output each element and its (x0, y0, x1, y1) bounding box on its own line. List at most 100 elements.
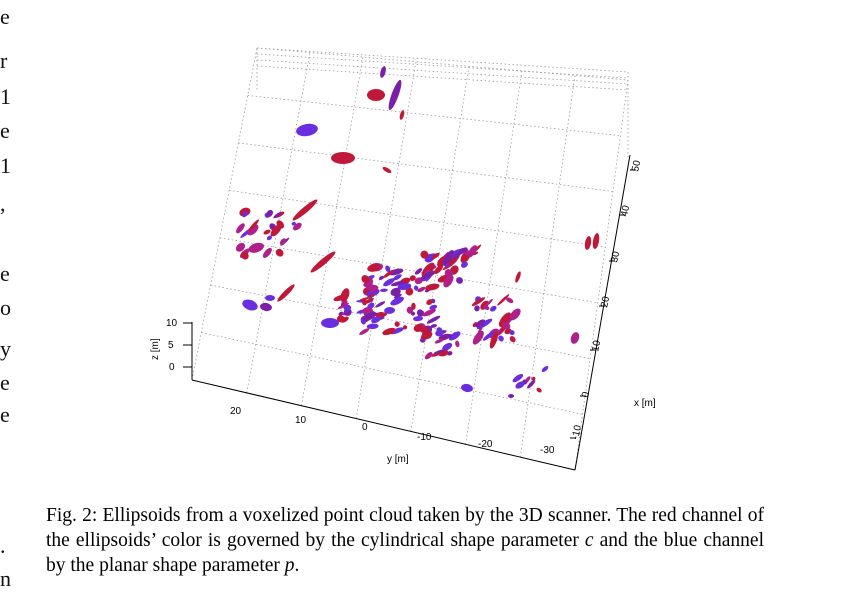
ellipsoid (413, 316, 424, 322)
ellipsoid (570, 332, 580, 344)
margin-fragment: e (0, 118, 10, 143)
grid-line (229, 189, 606, 248)
ellipsoid (498, 335, 504, 342)
grid-line (256, 47, 629, 81)
ellipsoid (424, 352, 433, 360)
ellipsoid (273, 212, 282, 219)
ellipsoid (413, 285, 419, 291)
margin-fragment: . (0, 533, 6, 558)
ellipsoid (490, 305, 497, 312)
ellipsoid (416, 309, 424, 317)
ellipsoid (310, 251, 336, 273)
grid-line (574, 79, 629, 471)
ellipsoid (240, 251, 249, 260)
ellipsoid (367, 263, 380, 272)
caption-text-1: Fig. 2: Ellipsoids from a voxelized poin… (46, 505, 764, 551)
y-tick-label: 0 (362, 422, 368, 433)
ellipsoid (260, 302, 272, 312)
ellipsoid (379, 288, 388, 292)
ellipsoid (498, 312, 512, 327)
ellipsoid (378, 275, 385, 281)
ellipsoid (443, 274, 454, 288)
z-axis-label: z [m] (150, 338, 161, 360)
caption-var-p: p (284, 555, 295, 576)
margin-fragment: e (0, 370, 10, 395)
grid-line (201, 332, 583, 415)
y-tick-label: -20 (478, 439, 493, 450)
ellipsoid (242, 299, 258, 311)
margin-fragment: y (0, 336, 11, 361)
ellipsoid (296, 123, 318, 137)
ellipsoid (426, 299, 433, 306)
ellipsoid (383, 278, 395, 287)
ellipsoid (399, 110, 405, 120)
plot-axes (183, 154, 636, 471)
ellipsoid (248, 242, 264, 253)
ellipsoid (247, 224, 259, 236)
ellipsoid (456, 277, 463, 284)
x-tick-label: 10 (590, 339, 603, 353)
margin-fragment: r (0, 48, 8, 73)
ellipsoid (434, 264, 443, 275)
ellipsoid (414, 277, 423, 285)
ellipsoid (409, 275, 416, 282)
ellipsoid (536, 387, 542, 393)
x-tick-label: 30 (609, 250, 622, 264)
grid-line (301, 57, 364, 406)
ellipsoid (390, 287, 401, 296)
ellipsoid (477, 326, 483, 335)
ellipsoid (406, 306, 414, 314)
grid-line (256, 47, 629, 73)
ellipsoid (475, 319, 486, 328)
ellipsoid (292, 199, 318, 221)
ellipsoid (506, 297, 514, 304)
ellipsoid (584, 236, 592, 250)
ellipsoid (382, 166, 392, 174)
y-axis-label: y [m] (387, 454, 409, 465)
ellipsoid (429, 304, 438, 310)
ellipsoid (371, 315, 382, 324)
ellipsoid (420, 270, 436, 280)
ellipsoid (366, 294, 375, 299)
ellipsoid (452, 252, 461, 260)
ellipsoid (541, 366, 549, 372)
ellipsoid (402, 325, 408, 330)
ellipsoid (592, 233, 600, 249)
grid-line (256, 53, 629, 79)
x-axis-line (574, 154, 631, 471)
ellipsoid (405, 287, 414, 296)
ellipsoid (460, 261, 468, 268)
ellipsoid (474, 305, 480, 312)
ellipsoid (384, 306, 395, 314)
ellipsoid (338, 311, 344, 316)
ellipsoid (483, 305, 490, 311)
ellipsoid (383, 269, 394, 278)
ellipsoid (367, 89, 385, 101)
ellipsoid (340, 288, 350, 302)
z-tick-label: 10 (166, 318, 178, 329)
ellipsoid (420, 327, 429, 333)
ellipsoid (497, 294, 510, 306)
ellipsoid (512, 373, 524, 383)
ellipsoid (435, 329, 444, 337)
margin-fragment: 1 (0, 153, 11, 178)
y-tick-label: -30 (540, 445, 555, 456)
x-tick-label: 20 (599, 295, 612, 309)
ellipsoid-cloud (235, 66, 600, 398)
y-axis-line (191, 379, 576, 471)
ellipsoid (431, 252, 440, 259)
ellipsoid (485, 298, 493, 307)
margin-fragment: , (0, 191, 6, 216)
ellipsoid (476, 318, 493, 330)
ellipsoid (394, 321, 400, 327)
ellipsoid (515, 381, 525, 389)
y-tick-label: 20 (230, 406, 242, 417)
ellipsoid (411, 302, 416, 310)
ellipsoid (359, 328, 370, 335)
grid-line (519, 75, 576, 458)
grid-line (247, 95, 621, 137)
ellipsoid (430, 324, 438, 328)
